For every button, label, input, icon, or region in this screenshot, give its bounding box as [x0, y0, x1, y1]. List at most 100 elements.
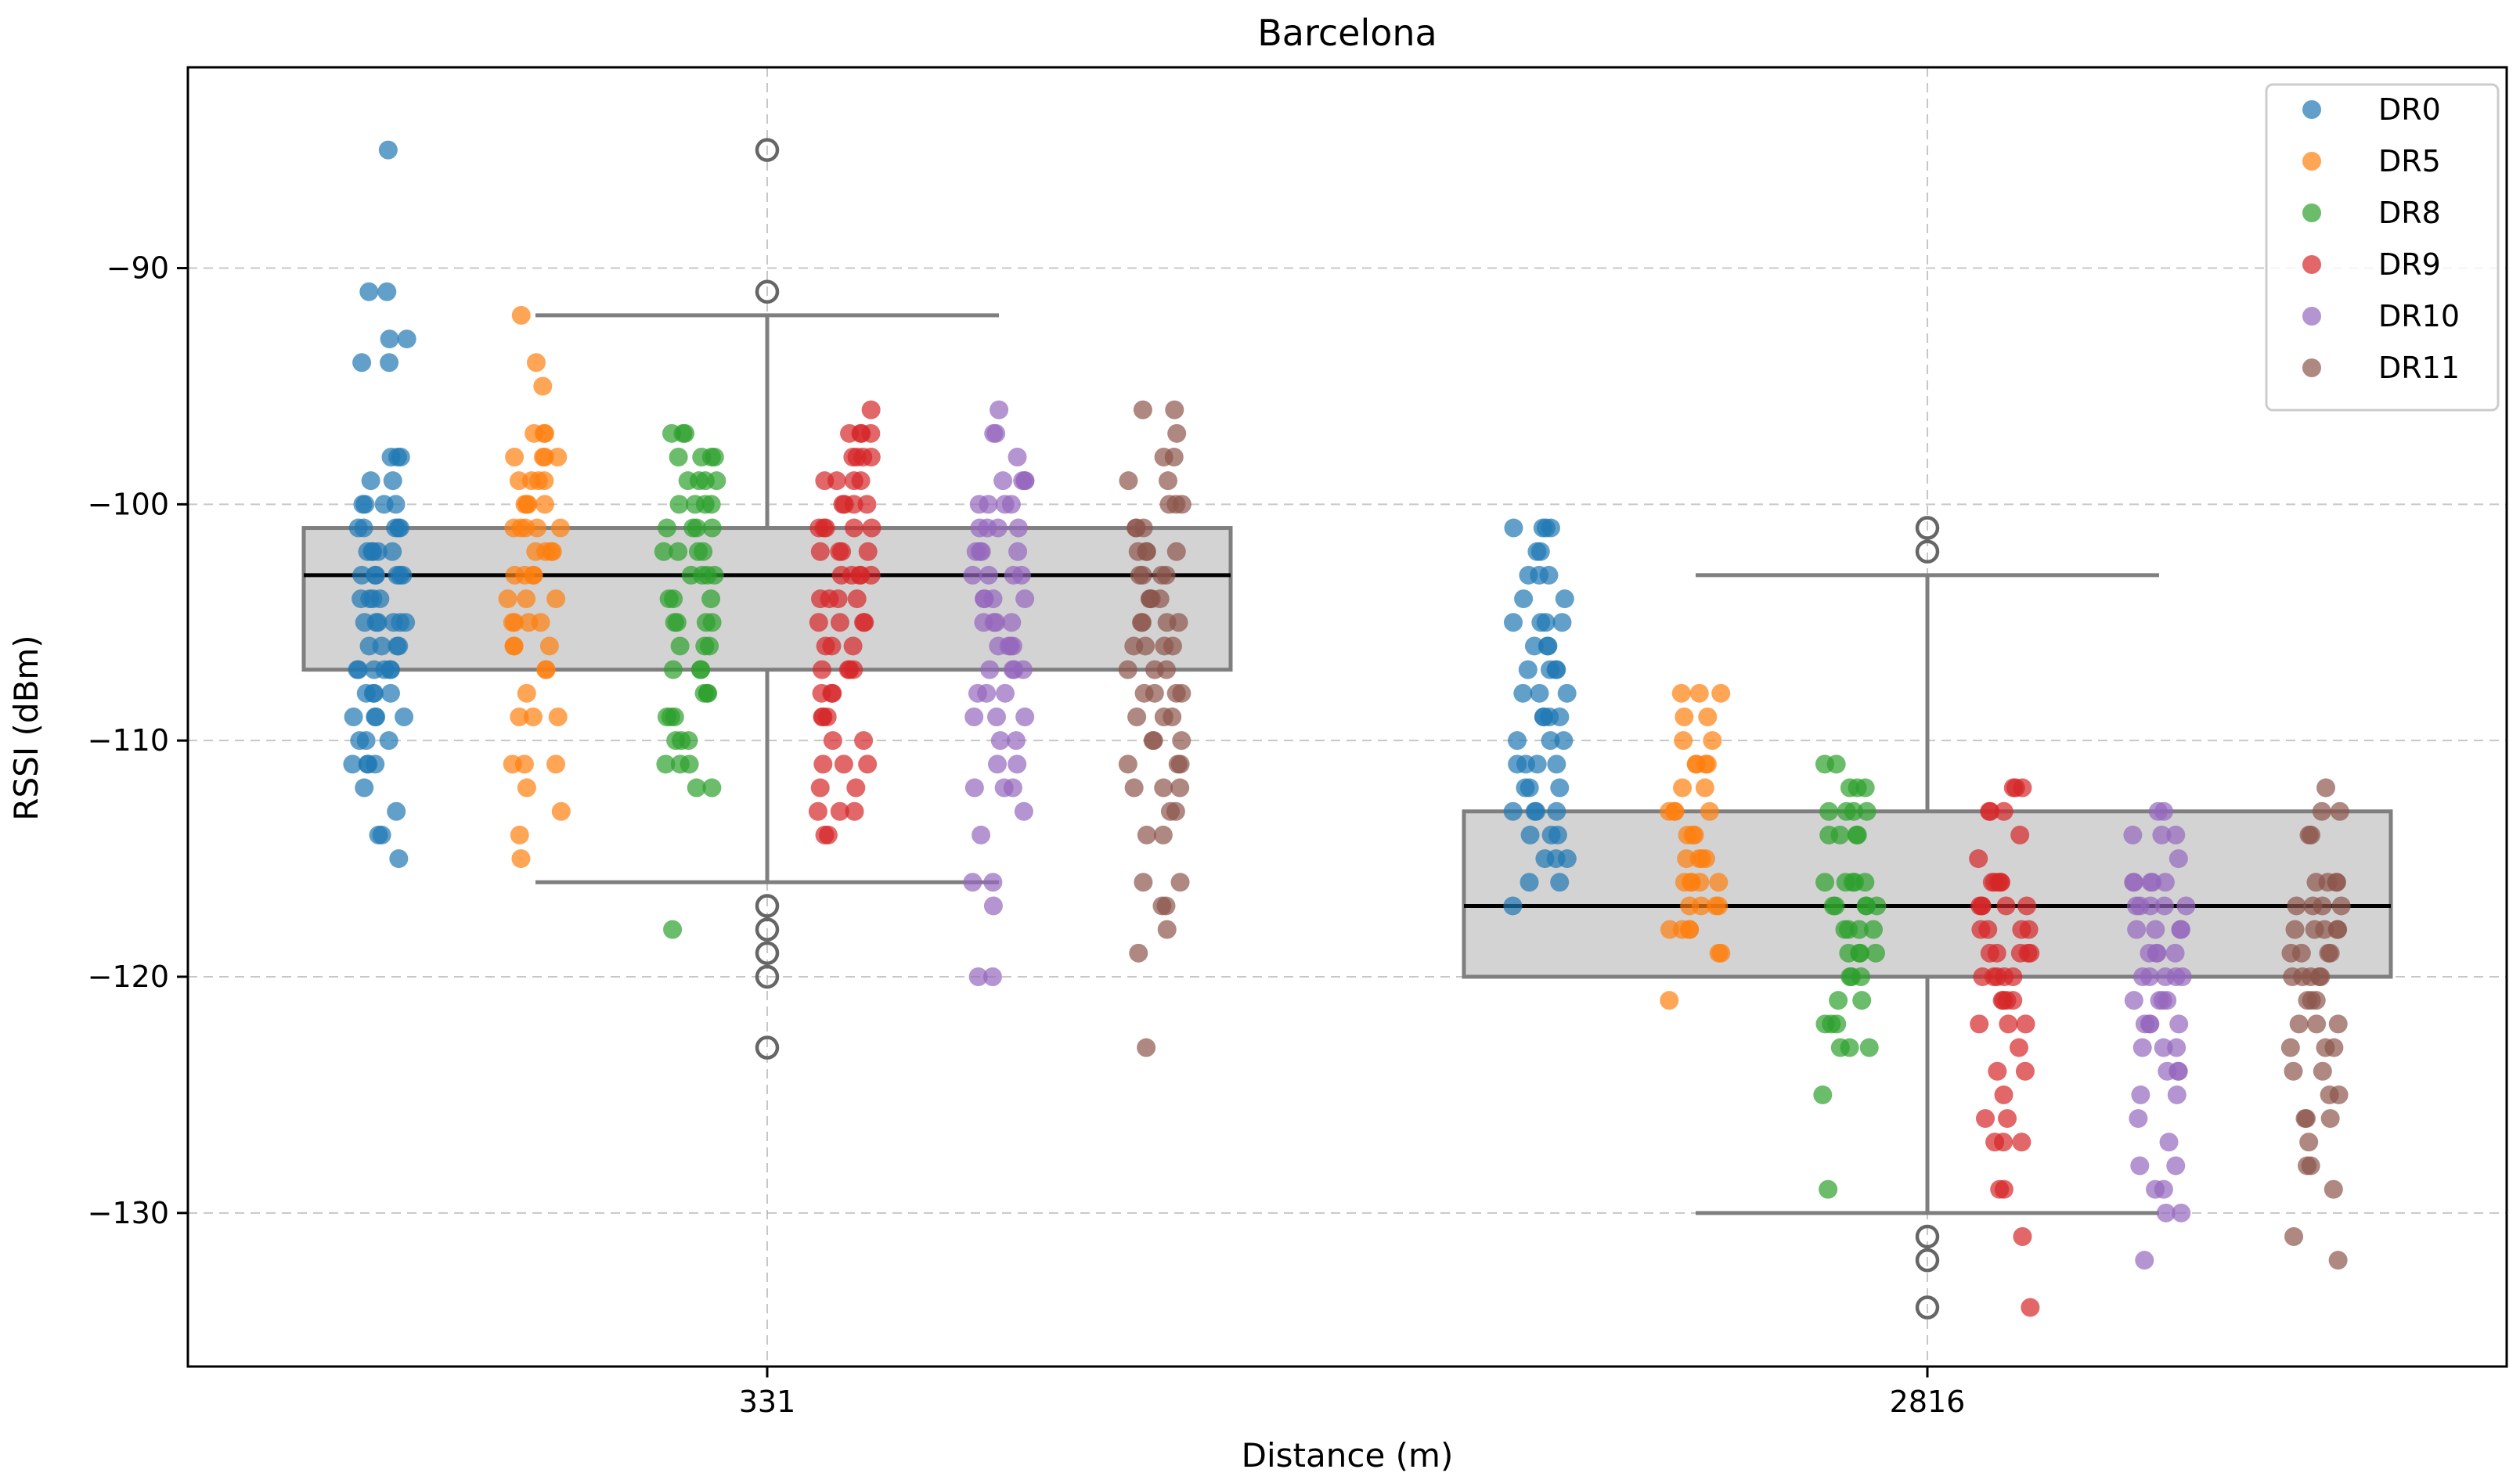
data-point-dr11 — [1152, 565, 1172, 585]
data-point-dr0 — [355, 495, 375, 514]
data-point-dr10 — [2129, 1109, 2148, 1129]
data-point-dr10 — [2130, 1156, 2150, 1176]
data-point-dr10 — [2171, 920, 2190, 939]
data-point-dr11 — [1137, 542, 1156, 561]
data-point-dr8 — [654, 542, 673, 561]
data-point-dr10 — [983, 896, 1003, 916]
data-point-dr5 — [1671, 683, 1691, 703]
data-point-dr5 — [546, 754, 566, 774]
data-point-dr9 — [1973, 967, 1992, 986]
data-point-dr9 — [844, 518, 863, 538]
data-point-dr0 — [1557, 849, 1577, 869]
data-point-dr0 — [364, 660, 384, 679]
data-point-dr8 — [663, 920, 683, 939]
data-point-dr10 — [979, 495, 998, 514]
data-point-dr5 — [1709, 873, 1729, 892]
data-point-dr11 — [2312, 801, 2331, 821]
y-tick-label: −90 — [106, 251, 169, 286]
data-point-dr0 — [1550, 778, 1570, 798]
data-point-dr8 — [662, 423, 682, 443]
data-point-dr0 — [1530, 542, 1550, 561]
data-point-dr9 — [816, 636, 835, 656]
data-point-dr0 — [1546, 660, 1566, 679]
data-point-dr9 — [816, 518, 835, 538]
data-point-dr9 — [813, 754, 833, 774]
data-point-dr11 — [2331, 896, 2351, 916]
tick-layer: −90 −100 −110 −120 −130 331 2816 — [88, 251, 1966, 1419]
data-point-dr11 — [2319, 943, 2338, 963]
data-point-dr0 — [383, 542, 402, 561]
data-point-dr9 — [823, 731, 842, 751]
data-point-dr11 — [2298, 991, 2317, 1010]
data-point-dr0 — [1516, 778, 1535, 798]
data-point-dr9 — [810, 542, 830, 561]
data-point-dr10 — [2146, 1179, 2165, 1199]
data-point-dr0 — [1533, 518, 1552, 538]
data-point-dr9 — [1971, 920, 1991, 939]
data-point-dr0 — [1527, 801, 1546, 821]
data-point-dr9 — [1990, 1179, 2010, 1199]
legend-marker-dr5 — [2302, 152, 2321, 171]
data-point-dr9 — [1998, 1109, 2017, 1129]
data-point-dr5 — [526, 542, 546, 561]
data-point-dr10 — [984, 613, 1004, 632]
outlier-marker — [755, 941, 780, 966]
data-point-dr9 — [2003, 778, 2023, 798]
legend: DR0 DR5 DR8 DR9 DR10 DR11 — [2265, 83, 2500, 412]
data-point-dr9 — [1969, 849, 1988, 869]
data-point-dr11 — [1166, 683, 1186, 703]
data-point-dr8 — [669, 542, 688, 561]
data-point-dr8 — [1826, 754, 1846, 774]
data-point-dr10 — [2154, 1038, 2173, 1057]
data-point-dr11 — [2301, 1156, 2320, 1176]
data-point-dr10 — [963, 565, 982, 585]
legend-frame — [2265, 83, 2500, 412]
data-point-dr8 — [1819, 825, 1839, 844]
data-point-dr5 — [503, 754, 522, 774]
data-point-dr8 — [688, 542, 708, 561]
data-point-dr0 — [1538, 636, 1558, 656]
data-point-dr10 — [1015, 589, 1035, 609]
data-point-dr0 — [352, 565, 372, 585]
data-point-dr10 — [963, 873, 982, 892]
data-point-dr10 — [979, 565, 998, 585]
data-point-dr11 — [1119, 471, 1138, 491]
data-point-dr11 — [1124, 636, 1144, 656]
data-point-dr10 — [2127, 920, 2147, 939]
data-point-dr0 — [1514, 589, 1534, 609]
data-point-dr9 — [1987, 943, 2006, 963]
data-point-dr10 — [2165, 943, 2185, 963]
data-point-dr10 — [1008, 518, 1028, 538]
data-point-dr0 — [1555, 589, 1574, 609]
data-point-dr9 — [827, 471, 846, 491]
data-point-dr10 — [2140, 896, 2160, 916]
data-point-dr8 — [1836, 873, 1855, 892]
data-point-dr8 — [1866, 943, 1885, 963]
data-point-dr0 — [372, 825, 391, 844]
data-point-dr11 — [1118, 660, 1137, 679]
data-point-dr10 — [2168, 849, 2188, 869]
data-point-dr10 — [978, 518, 997, 538]
data-point-dr5 — [504, 518, 524, 538]
data-point-dr11 — [1154, 708, 1173, 726]
y-tick-label: −110 — [88, 723, 169, 758]
legend-marker-dr11 — [2302, 358, 2321, 377]
data-point-dr8 — [1815, 873, 1835, 892]
data-point-dr0 — [389, 849, 409, 869]
data-point-dr10 — [2169, 1014, 2189, 1034]
outlier-marker — [755, 894, 780, 918]
data-point-dr0 — [361, 471, 380, 491]
data-point-dr0 — [1503, 896, 1523, 916]
data-point-dr10 — [1008, 448, 1027, 466]
data-point-dr0 — [374, 495, 394, 514]
data-point-dr0 — [380, 329, 399, 349]
data-point-dr11 — [1156, 896, 1176, 916]
data-point-dr5 — [519, 613, 539, 632]
data-point-dr9 — [808, 801, 827, 821]
data-point-dr9 — [851, 471, 871, 491]
data-point-dr11 — [1137, 1038, 1156, 1057]
data-point-dr8 — [705, 565, 724, 585]
data-point-dr0 — [1513, 683, 1533, 703]
data-point-dr11 — [1158, 471, 1177, 491]
data-point-dr11 — [2306, 873, 2326, 892]
